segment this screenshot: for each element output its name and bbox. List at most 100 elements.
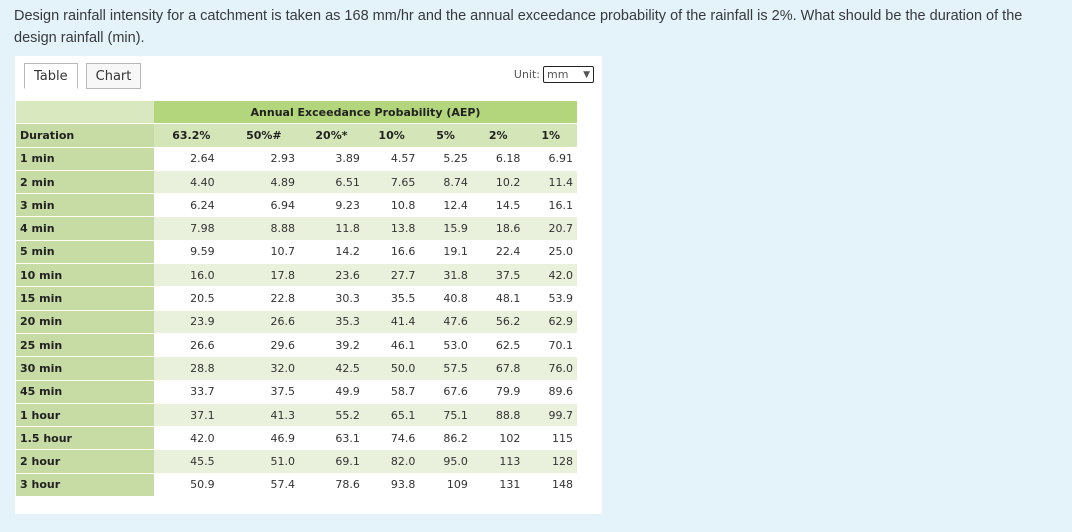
rainfall-depth-cell: 17.8 <box>228 264 300 288</box>
table-row: 4 min 7.98 8.88 11.8 13.8 15.9 18.6 20.7 <box>16 217 577 241</box>
rainfall-depth-cell: 4.89 <box>228 170 300 195</box>
rainfall-depth-cell: 37.5 <box>228 380 300 404</box>
table-row: 30 min 28.8 32.0 42.5 50.0 57.5 67.8 76.0 <box>16 357 577 381</box>
table-row: 3 hour 50.9 57.4 78.6 93.8 109 131 148 <box>16 473 577 498</box>
rainfall-depth-cell: 19.1 <box>419 240 472 265</box>
rainfall-depth-cell: 4.40 <box>154 170 229 195</box>
rainfall-depth-cell: 2.93 <box>228 147 300 171</box>
duration-cell: 3 hour <box>16 473 154 498</box>
rainfall-depth-cell: 9.59 <box>154 240 229 265</box>
duration-cell: 2 hour <box>16 450 154 474</box>
table-column-header-row: Duration 63.2% 50%# 20%* 10% 5% 2% 1% <box>16 124 577 148</box>
table-row: 1.5 hour 42.0 46.9 63.1 74.6 86.2 102 115 <box>16 427 577 451</box>
rainfall-depth-cell: 30.3 <box>299 287 364 311</box>
rainfall-depth-cell: 56.2 <box>471 310 525 334</box>
rainfall-depth-cell: 113 <box>471 450 525 474</box>
duration-cell: 15 min <box>16 287 154 311</box>
view-tabs: Table Chart <box>24 63 142 89</box>
rainfall-depth-cell: 50.9 <box>154 473 229 498</box>
rainfall-depth-cell: 3.89 <box>299 147 364 171</box>
table-row: 45 min 33.7 37.5 49.9 58.7 67.6 79.9 89.6 <box>16 380 577 404</box>
rainfall-depth-cell: 93.8 <box>363 473 420 498</box>
rainfall-depth-cell: 40.8 <box>419 287 472 311</box>
aep-column-header: 20%* <box>299 124 364 148</box>
rainfall-depth-cell: 37.5 <box>471 264 525 288</box>
unit-select[interactable]: mm ▼ <box>543 66 594 83</box>
rainfall-depth-cell: 88.8 <box>471 403 525 428</box>
rainfall-depth-cell: 10.8 <box>363 194 420 218</box>
question-text: Design rainfall intensity for a catchmen… <box>14 8 1023 46</box>
rainfall-depth-cell: 27.7 <box>363 264 420 288</box>
aep-column-header: 1% <box>524 124 577 148</box>
rainfall-depth-cell: 29.6 <box>228 333 300 358</box>
rainfall-depth-cell: 5.25 <box>419 147 472 171</box>
rainfall-depth-cell: 22.4 <box>471 240 525 265</box>
rainfall-depth-cell: 35.5 <box>363 287 420 311</box>
rainfall-depth-cell: 4.57 <box>363 147 420 171</box>
rainfall-depth-cell: 8.88 <box>228 217 300 241</box>
unit-label: Unit: <box>513 68 540 81</box>
rainfall-depth-cell: 53.0 <box>419 333 472 358</box>
unit-control: Unit: mm ▼ <box>514 66 594 83</box>
rainfall-depth-cell: 46.1 <box>363 333 420 358</box>
duration-cell: 20 min <box>16 310 154 334</box>
aep-column-header: 63.2% <box>154 124 229 148</box>
rainfall-depth-cell: 67.8 <box>471 357 525 381</box>
rainfall-depth-cell: 76.0 <box>524 357 577 381</box>
rainfall-depth-cell: 41.3 <box>228 403 300 428</box>
rainfall-depth-cell: 57.5 <box>419 357 472 381</box>
duration-cell: 30 min <box>16 357 154 381</box>
rainfall-depth-cell: 28.8 <box>154 357 229 381</box>
tab-chart[interactable]: Chart <box>85 63 142 89</box>
table-row: 1 hour 37.1 41.3 55.2 65.1 75.1 88.8 99.7 <box>16 403 577 428</box>
rainfall-depth-cell: 95.0 <box>419 450 472 474</box>
table-row: 3 min 6.24 6.94 9.23 10.8 12.4 14.5 16.1 <box>16 194 577 218</box>
rainfall-depth-cell: 22.8 <box>228 287 300 311</box>
rainfall-depth-cell: 148 <box>524 473 577 498</box>
rainfall-depth-cell: 6.24 <box>154 194 229 218</box>
rainfall-depth-cell: 2.64 <box>154 147 229 171</box>
rainfall-depth-cell: 14.2 <box>299 240 364 265</box>
aep-column-header: 5% <box>419 124 472 148</box>
rainfall-depth-cell: 33.7 <box>154 380 229 404</box>
rainfall-depth-cell: 42.0 <box>524 264 577 288</box>
rainfall-depth-cell: 46.9 <box>228 427 300 451</box>
rainfall-depth-cell: 23.6 <box>299 264 364 288</box>
rainfall-depth-cell: 51.0 <box>228 450 300 474</box>
ifd-table: Annual Exceedance Probability (AEP) Dura… <box>16 101 577 498</box>
duration-cell: 10 min <box>16 264 154 288</box>
rainfall-depth-cell: 89.6 <box>524 380 577 404</box>
duration-cell: 1 min <box>16 147 154 171</box>
rainfall-depth-cell: 6.91 <box>524 147 577 171</box>
tab-table[interactable]: Table <box>24 63 78 89</box>
duration-cell: 25 min <box>16 333 154 358</box>
rainfall-depth-cell: 10.2 <box>471 170 525 195</box>
duration-cell: 4 min <box>16 217 154 241</box>
unit-selected-value: mm <box>547 68 569 81</box>
duration-column-header: Duration <box>16 124 154 148</box>
rainfall-depth-cell: 8.74 <box>419 170 472 195</box>
rainfall-depth-cell: 86.2 <box>419 427 472 451</box>
table-row: 20 min 23.9 26.6 35.3 41.4 47.6 56.2 62.9 <box>16 310 577 334</box>
rainfall-depth-cell: 26.6 <box>154 333 229 358</box>
rainfall-depth-cell: 58.7 <box>363 380 420 404</box>
rainfall-depth-cell: 65.1 <box>363 403 420 428</box>
rainfall-depth-cell: 42.5 <box>299 357 364 381</box>
rainfall-depth-cell: 48.1 <box>471 287 525 311</box>
rainfall-depth-cell: 62.5 <box>471 333 525 358</box>
duration-cell: 1.5 hour <box>16 427 154 451</box>
rainfall-depth-cell: 53.9 <box>524 287 577 311</box>
rainfall-depth-cell: 32.0 <box>228 357 300 381</box>
rainfall-depth-cell: 37.1 <box>154 403 229 428</box>
table-row: 10 min 16.0 17.8 23.6 27.7 31.8 37.5 42.0 <box>16 264 577 288</box>
table-row: 1 min 2.64 2.93 3.89 4.57 5.25 6.18 6.91 <box>16 147 577 171</box>
aep-column-header: 10% <box>363 124 420 148</box>
rainfall-depth-cell: 67.6 <box>419 380 472 404</box>
rainfall-depth-cell: 41.4 <box>363 310 420 334</box>
chevron-down-icon: ▼ <box>583 69 590 80</box>
rainfall-depth-cell: 11.8 <box>299 217 364 241</box>
duration-cell: 45 min <box>16 380 154 404</box>
rainfall-depth-cell: 70.1 <box>524 333 577 358</box>
rainfall-depth-cell: 12.4 <box>419 194 472 218</box>
rainfall-depth-cell: 16.6 <box>363 240 420 265</box>
